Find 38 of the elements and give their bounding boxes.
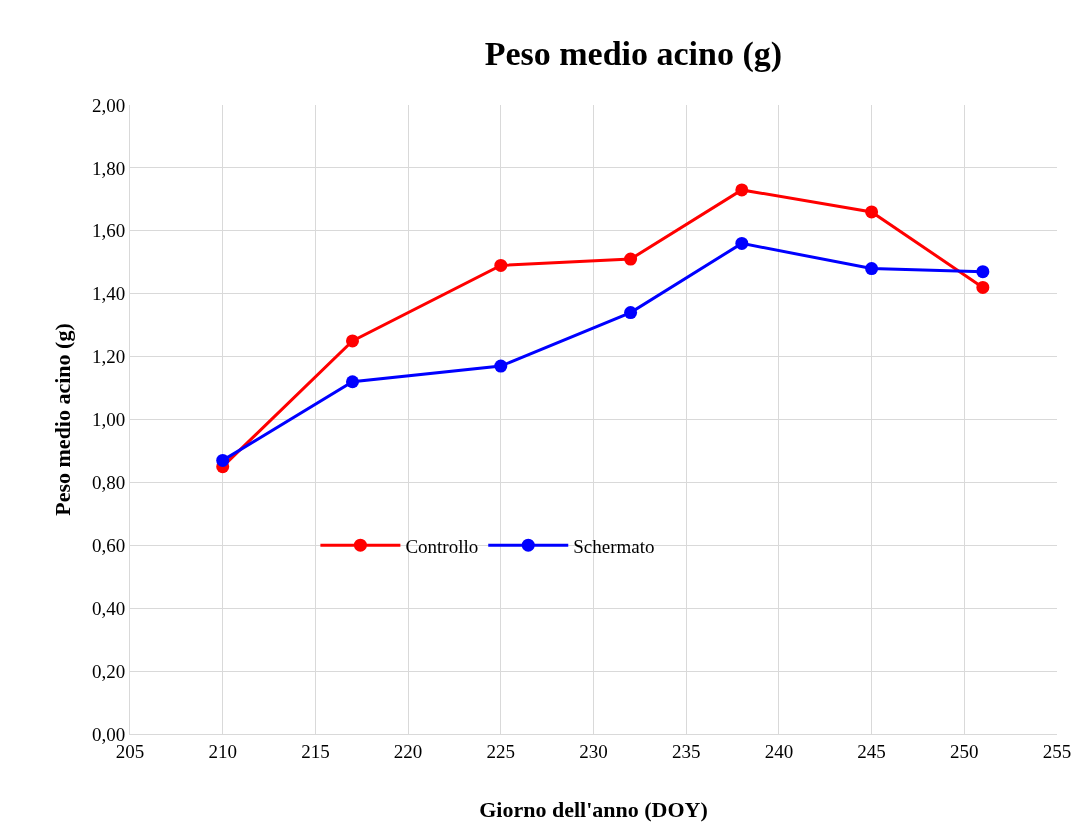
y-tick-label: 0,60: [91, 534, 126, 556]
legend-label: Schermato: [573, 535, 655, 557]
x-tick-label: 240: [764, 740, 794, 762]
x-tick-label: 230: [579, 740, 608, 762]
y-tick-label: 0,20: [91, 660, 126, 682]
point: [735, 236, 749, 250]
x-tick-label: 255: [1042, 740, 1072, 762]
point: [494, 258, 508, 272]
y-tick-label: 1,00: [91, 409, 126, 431]
y-tick-label: 1,80: [91, 157, 126, 179]
point: [216, 453, 230, 467]
y-tick-label: 2,00: [91, 94, 126, 116]
point: [976, 280, 990, 294]
x-tick-label: 235: [671, 740, 701, 762]
x-tick-label: 215: [301, 740, 330, 762]
point: [494, 359, 508, 373]
y-axis-title: Peso medio acino (g): [49, 323, 75, 516]
point: [735, 183, 749, 197]
point: [345, 375, 359, 389]
x-tick-label: 220: [393, 740, 423, 762]
point: [345, 334, 359, 348]
y-tick-label: 0,40: [91, 597, 126, 619]
point: [976, 265, 990, 279]
y-tick-label: 1,20: [91, 346, 126, 368]
x-axis-title: Giorno dell'anno (DOY): [479, 796, 708, 822]
chart-title: Peso medio acino (g): [484, 35, 783, 74]
point: [624, 306, 638, 320]
x-tick-label: 245: [857, 740, 886, 762]
y-tick-label: 1,40: [91, 283, 126, 305]
x-tick-label: 250: [950, 740, 979, 762]
point: [865, 205, 879, 219]
point: [624, 252, 638, 266]
legend-label: Controllo: [405, 535, 479, 557]
x-tick-label: 210: [208, 740, 237, 762]
x-tick-label: 225: [486, 740, 516, 762]
point: [865, 262, 879, 276]
y-tick-label: 1,60: [91, 220, 126, 242]
y-tick-label: 0,80: [91, 472, 126, 494]
